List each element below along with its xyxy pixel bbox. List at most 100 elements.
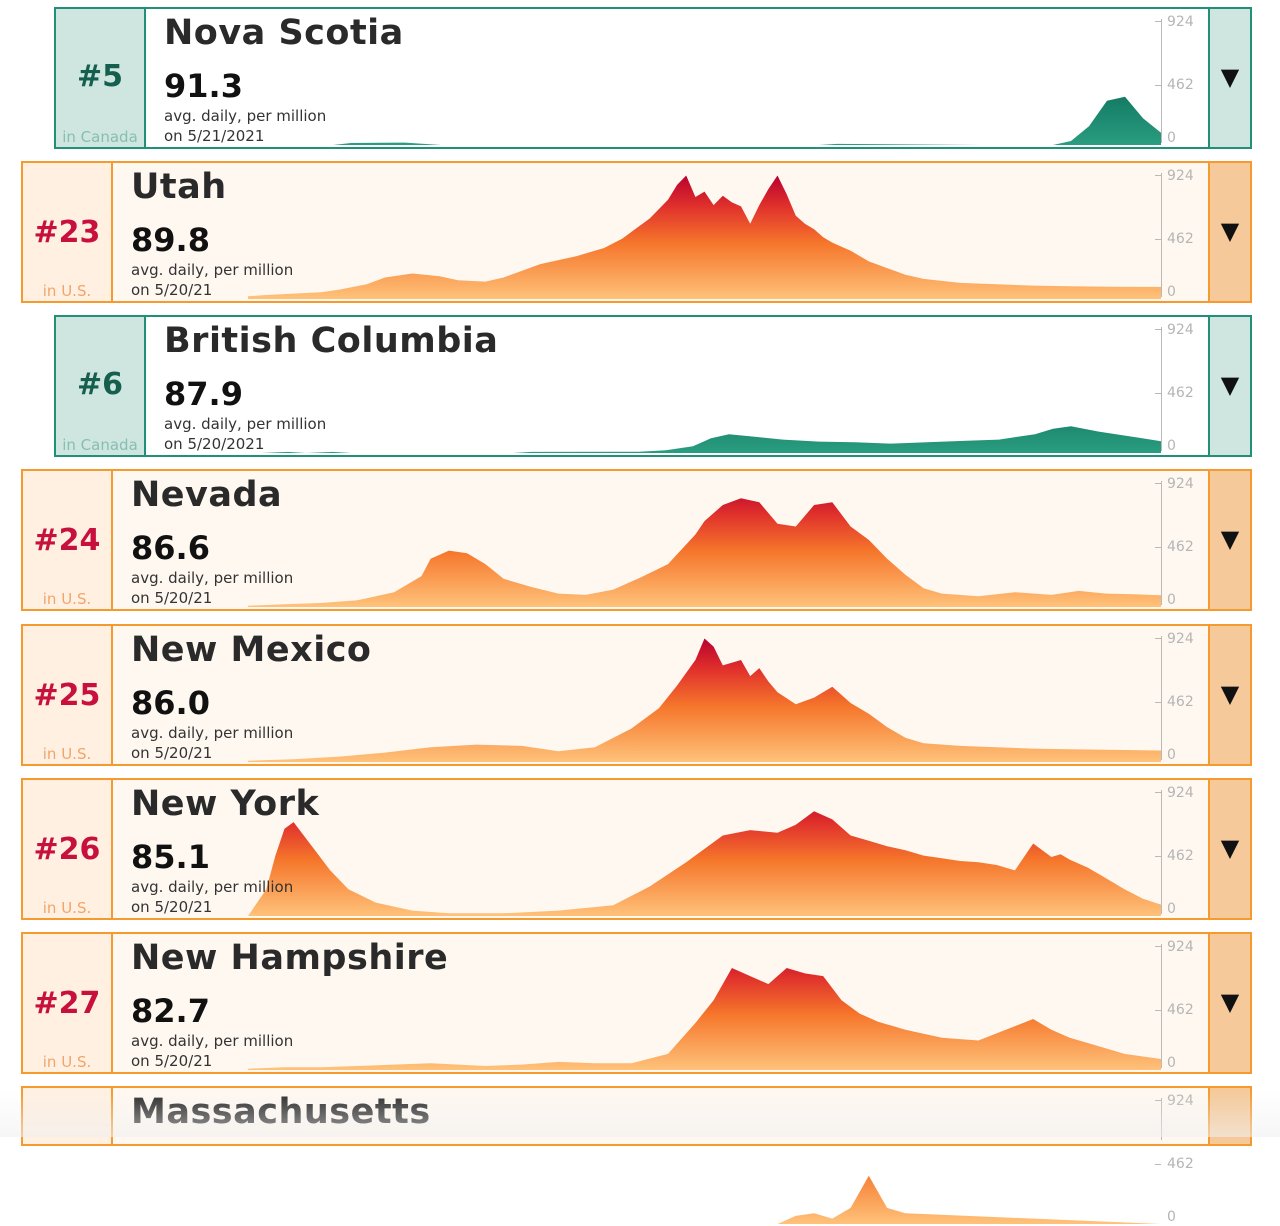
ranking-card[interactable]: #6 in Canada British Columbia 87.9 avg. …: [54, 315, 1252, 457]
expand-toggle-button[interactable]: [1208, 1088, 1250, 1144]
ranking-card[interactable]: #26 in U.S. New York 85.1 avg. daily, pe…: [21, 778, 1252, 920]
region-name: New Hampshire: [131, 938, 449, 978]
y-tick-mid: [1155, 239, 1161, 240]
expand-toggle-button[interactable]: ▼: [1208, 9, 1250, 147]
metric-date: on 5/20/21: [131, 898, 213, 916]
y-label-mid: 462: [1167, 385, 1194, 401]
expand-toggle-button[interactable]: ▼: [1208, 317, 1250, 455]
chevron-down-icon: ▼: [1220, 217, 1240, 245]
chevron-down-icon: ▼: [1220, 63, 1240, 91]
rank-label: #6: [76, 367, 123, 402]
y-axis: 924 462 0: [1155, 934, 1201, 1072]
y-tick-mid: [1155, 702, 1161, 703]
y-label-max: 924: [1167, 939, 1194, 955]
y-label-max: 924: [1167, 476, 1194, 492]
chevron-down-icon: ▼: [1220, 988, 1240, 1016]
rank-cell: #27 in U.S.: [23, 934, 113, 1072]
expand-toggle-button[interactable]: ▼: [1208, 471, 1250, 609]
y-tick-max: [1155, 1100, 1161, 1101]
expand-toggle-button[interactable]: ▼: [1208, 780, 1250, 918]
y-label-mid: 462: [1167, 231, 1194, 247]
ranking-card[interactable]: Massachusetts 924 462 0: [21, 1086, 1252, 1225]
y-label-mid: 462: [1167, 694, 1194, 710]
y-label-mid: 462: [1167, 539, 1194, 555]
metric-date: on 5/20/21: [131, 589, 213, 607]
expand-toggle-button[interactable]: ▼: [1208, 934, 1250, 1072]
y-axis-line: [1161, 1098, 1162, 1140]
metric-unit: avg. daily, per million: [131, 261, 294, 279]
y-axis-line: [1161, 944, 1162, 1068]
expand-toggle-button[interactable]: ▼: [1208, 163, 1250, 301]
metric-value: 86.0: [131, 684, 210, 722]
y-label-min: 0: [1167, 901, 1176, 917]
y-tick-max: [1155, 175, 1161, 176]
y-axis-line: [1161, 327, 1162, 451]
country-label: in U.S.: [42, 282, 92, 300]
trend-chart: [248, 968, 1161, 1070]
y-label-min: 0: [1167, 747, 1176, 763]
y-label-mid: 462: [1167, 1002, 1194, 1018]
y-label-min: 0: [1167, 284, 1176, 300]
y-tick-max: [1155, 792, 1161, 793]
y-axis: 924 462 0: [1155, 9, 1201, 147]
ranking-card[interactable]: #24 in U.S. Nevada 86.6 avg. daily, per …: [21, 469, 1252, 611]
ranking-card[interactable]: #25 in U.S. New Mexico 86.0 avg. daily, …: [21, 624, 1252, 766]
metric-unit: avg. daily, per million: [164, 107, 327, 125]
region-name: Nova Scotia: [164, 13, 404, 53]
y-label-max: 924: [1167, 1093, 1194, 1109]
area-series: [248, 638, 1161, 762]
expand-toggle-button[interactable]: ▼: [1208, 626, 1250, 764]
rank-cell: #24 in U.S.: [23, 471, 113, 609]
metric-date: on 5/20/21: [131, 1052, 213, 1070]
metric-unit: avg. daily, per million: [131, 878, 294, 896]
metric-value: 82.7: [131, 992, 210, 1030]
ranking-card[interactable]: #27 in U.S. New Hampshire 82.7 avg. dail…: [21, 932, 1252, 1074]
metric-date: on 5/20/21: [131, 744, 213, 762]
metric-value: 86.6: [131, 529, 210, 567]
trend-chart: [248, 811, 1161, 916]
country-label: in U.S.: [42, 1053, 92, 1071]
y-label-max: 924: [1167, 322, 1194, 338]
trend-chart: [248, 638, 1161, 762]
trend-chart: [248, 498, 1161, 607]
y-tick-max: [1155, 946, 1161, 947]
y-axis-line: [1161, 173, 1162, 297]
y-label-mid: 462: [1167, 77, 1194, 93]
y-tick-max: [1155, 638, 1161, 639]
area-series: [261, 96, 1161, 145]
area-series: [248, 1175, 1161, 1224]
y-label-mid: 462: [1167, 848, 1194, 864]
region-name: Massachusetts: [131, 1092, 431, 1132]
region-name: New Mexico: [131, 630, 372, 670]
ranking-card[interactable]: #5 in Canada Nova Scotia 91.3 avg. daily…: [54, 7, 1252, 149]
y-tick-mid: [1155, 85, 1161, 86]
y-label-max: 924: [1167, 785, 1194, 801]
y-axis: 924 462 0: [1155, 1088, 1201, 1225]
y-label-max: 924: [1167, 631, 1194, 647]
region-name: Utah: [131, 167, 227, 207]
country-label: in U.S.: [42, 745, 92, 763]
rank-label: #25: [33, 678, 101, 713]
y-axis-line: [1161, 790, 1162, 914]
country-label: in Canada: [62, 436, 138, 454]
ranking-card[interactable]: #23 in U.S. Utah 89.8 avg. daily, per mi…: [21, 161, 1252, 303]
chevron-down-icon: ▼: [1220, 371, 1240, 399]
metric-date: on 5/20/21: [131, 281, 213, 299]
rank-cell: #23 in U.S.: [23, 163, 113, 301]
metric-unit: avg. daily, per million: [131, 1032, 294, 1050]
metric-unit: avg. daily, per million: [131, 569, 294, 587]
y-label-min: 0: [1167, 438, 1176, 454]
area-series: [248, 175, 1161, 299]
region-name: New York: [131, 784, 320, 824]
rank-label: #24: [33, 523, 101, 558]
chevron-down-icon: ▼: [1220, 834, 1240, 862]
metric-unit: avg. daily, per million: [164, 415, 327, 433]
y-label-max: 924: [1167, 14, 1194, 30]
y-axis-line: [1161, 19, 1162, 143]
y-label-min: 0: [1167, 1055, 1176, 1071]
y-tick-mid: [1155, 1164, 1161, 1165]
y-tick-mid: [1155, 393, 1161, 394]
rank-cell: #26 in U.S.: [23, 780, 113, 918]
y-tick-mid: [1155, 1010, 1161, 1011]
rank-cell: #5 in Canada: [56, 9, 146, 147]
